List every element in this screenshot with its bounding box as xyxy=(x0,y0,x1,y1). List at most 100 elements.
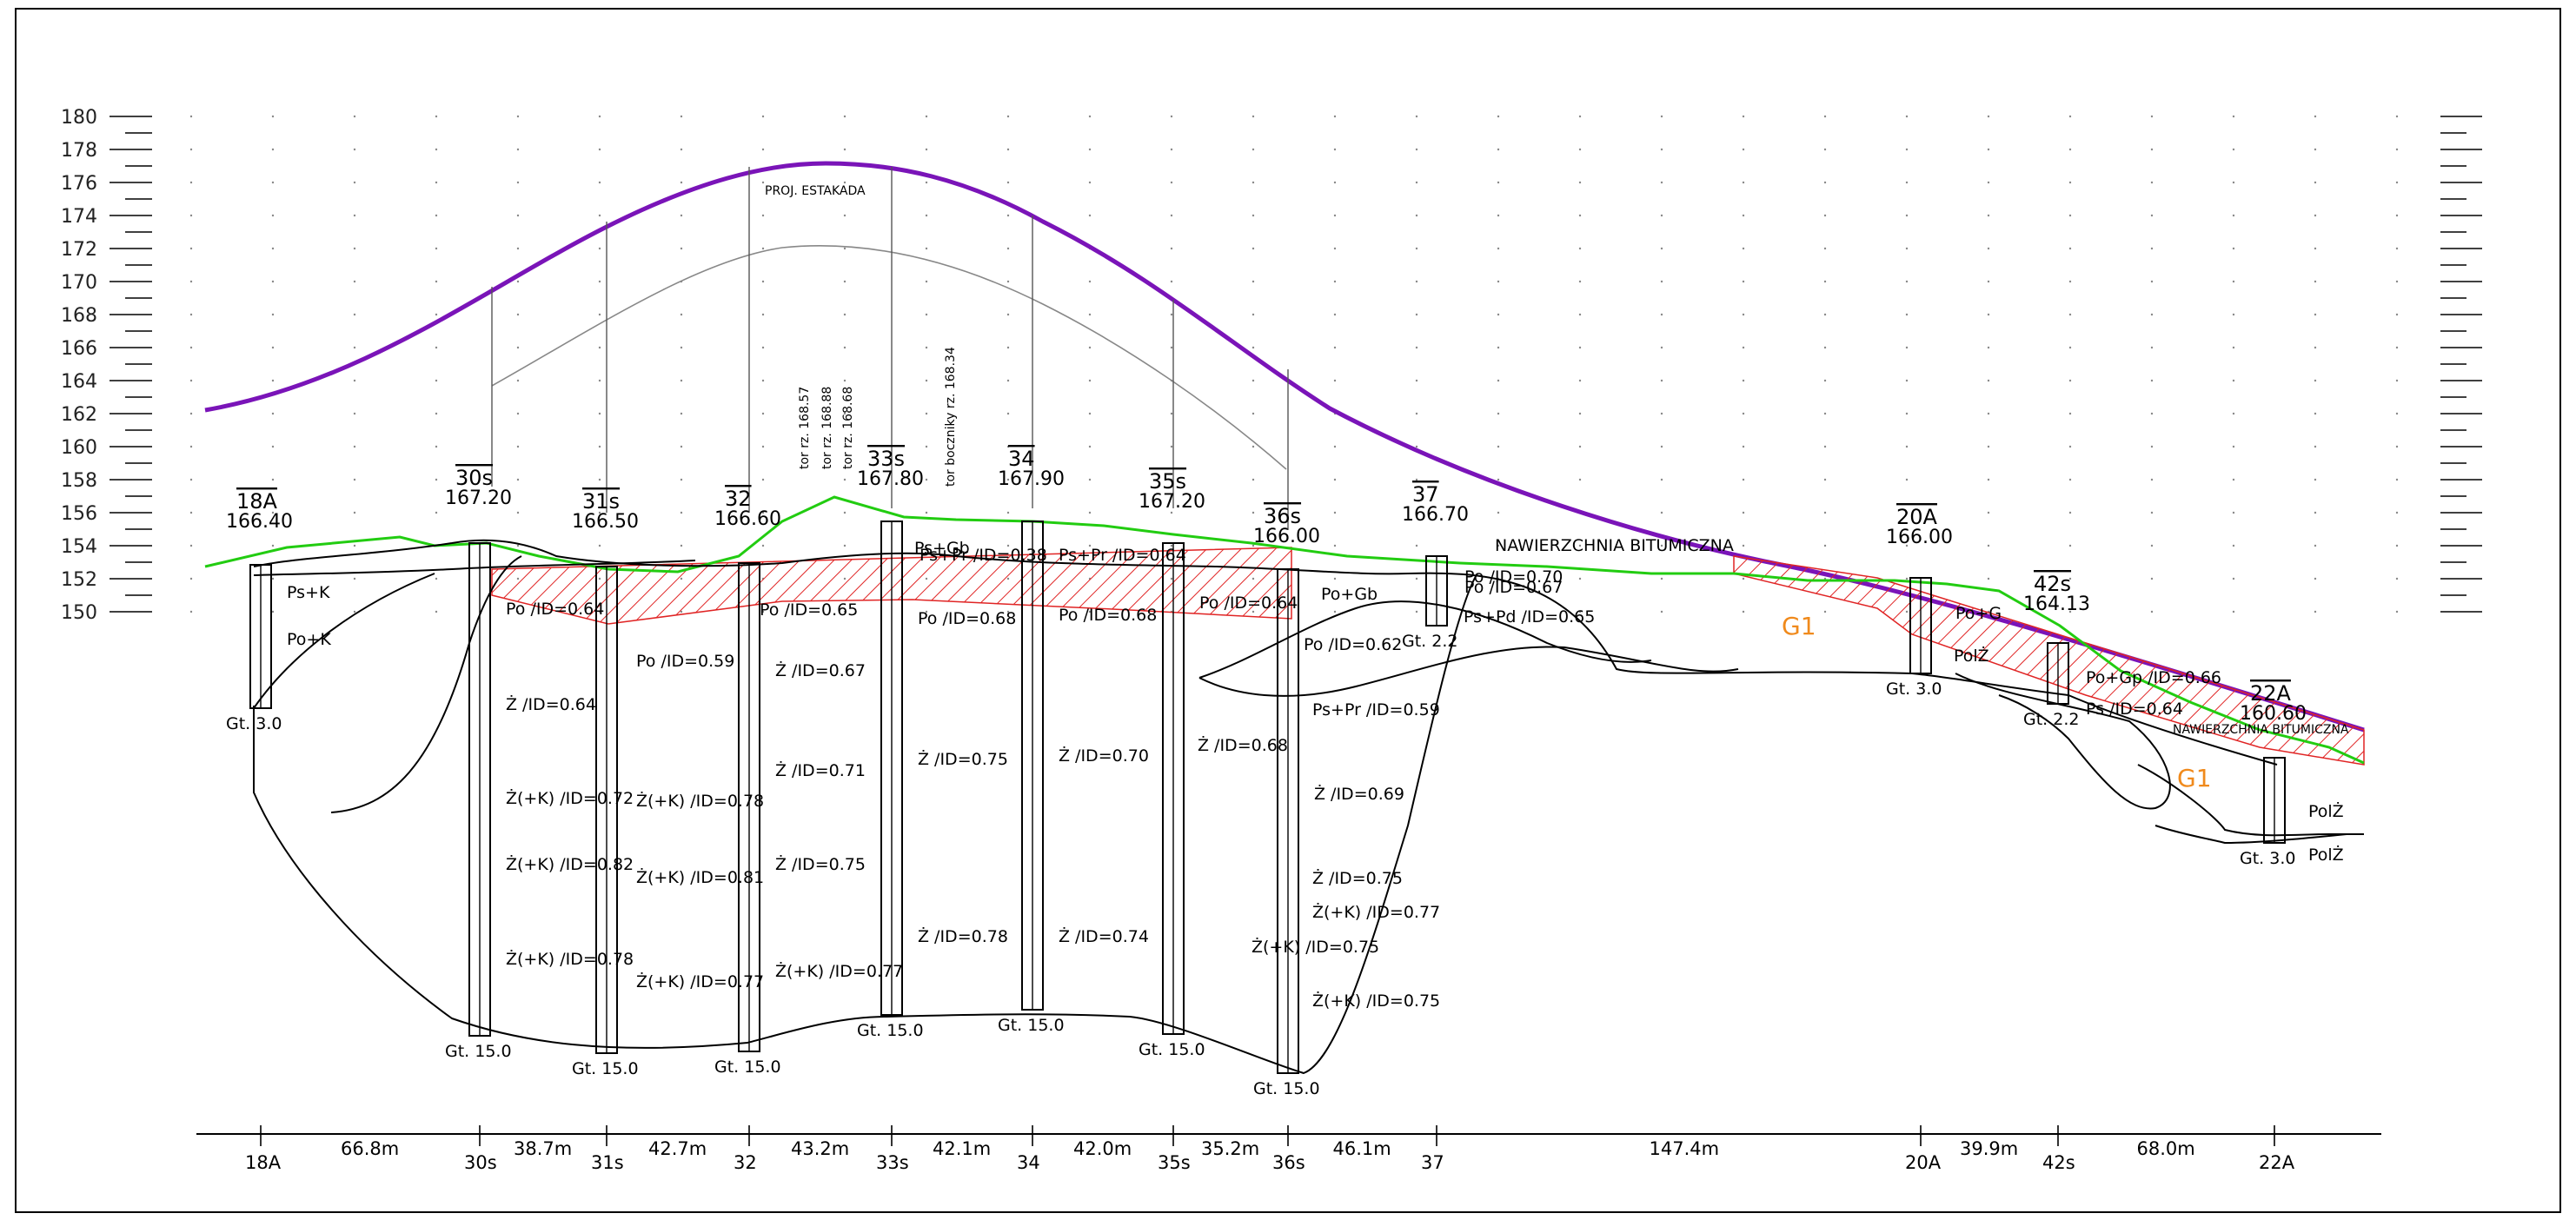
grid-dot xyxy=(271,214,275,217)
grid-dot xyxy=(2314,247,2317,250)
elevation-tick-label: 180 xyxy=(61,107,97,129)
grid-dot xyxy=(189,478,193,481)
grid-dot xyxy=(598,346,601,349)
soil-layer-label: Ps+Pr /ID=0.64 xyxy=(1059,546,1186,565)
grid-dot xyxy=(1415,115,1418,118)
elevation-tick-label: 164 xyxy=(61,371,97,393)
grid-dot xyxy=(435,610,438,613)
grid-dot xyxy=(516,148,520,151)
elevation-tick-label: 170 xyxy=(61,272,97,294)
grid-dot xyxy=(1333,148,1337,151)
grid-dot xyxy=(2150,115,2154,118)
grid-dot xyxy=(2068,214,2072,217)
grid-dot xyxy=(2150,577,2154,580)
grid-dot xyxy=(2314,181,2317,184)
grid-dot xyxy=(2232,346,2235,349)
grid-dot xyxy=(2314,379,2317,382)
grid-dot xyxy=(2150,181,2154,184)
distance-value: 42.7m xyxy=(648,1138,707,1159)
grid-dot xyxy=(1497,478,1500,481)
grid-dot xyxy=(1987,313,1990,316)
soil-layer-label: Ż(+K) /ID=0.78 xyxy=(636,791,764,811)
grid-dot xyxy=(435,214,438,217)
soil-layer-label: Po+K xyxy=(287,630,331,649)
soil-layer-label: Ż /ID=0.78 xyxy=(918,926,1008,946)
grid-dot xyxy=(925,214,928,217)
grid-dot xyxy=(1823,346,1827,349)
grid-dot xyxy=(1006,445,1010,448)
grid-dot xyxy=(1905,115,1909,118)
grid-dot xyxy=(1006,181,1010,184)
elevation-tick-label: 160 xyxy=(61,437,97,459)
grid-dot xyxy=(1987,148,1990,151)
grid-dot xyxy=(435,379,438,382)
borehole-elevation: 166.00 xyxy=(1253,526,1320,547)
soil-layer-label: Ż /ID=0.64 xyxy=(506,694,596,714)
grid-dot xyxy=(2232,148,2235,151)
soil-layer-label: Ż /ID=0.69 xyxy=(1314,784,1404,804)
borehole-depth: Gt. 2.2 xyxy=(2023,710,2079,729)
borehole-name: 34 xyxy=(1008,447,1035,471)
borehole-elevation: 164.13 xyxy=(2023,593,2090,615)
grid-dot xyxy=(1742,214,1745,217)
grid-dot xyxy=(1660,544,1663,547)
grid-dot xyxy=(761,214,765,217)
grid-dot xyxy=(1170,511,1173,514)
grid-dot xyxy=(925,181,928,184)
elevation-tick-label: 156 xyxy=(61,503,97,525)
soil-layer-label: Ż /ID=0.71 xyxy=(775,760,866,780)
borehole-depth: Gt. 15.0 xyxy=(714,1058,781,1077)
grid-dot xyxy=(1170,280,1173,283)
grid-dot xyxy=(1415,280,1418,283)
grid-dot xyxy=(1415,610,1418,613)
grid-dot xyxy=(680,181,683,184)
station-label: 37 xyxy=(1421,1152,1444,1173)
grid-dot xyxy=(1088,313,1092,316)
grid-dot xyxy=(1578,280,1582,283)
distance-value: 42.1m xyxy=(933,1138,991,1159)
grid-dot xyxy=(925,412,928,415)
geotech-zone-label-1: G1 xyxy=(1782,612,1816,640)
grid-dot xyxy=(1497,148,1500,151)
grid-dot xyxy=(1088,115,1092,118)
grid-dot xyxy=(843,115,846,118)
station-label: 36s xyxy=(1272,1152,1305,1173)
grid-dot xyxy=(2314,115,2317,118)
distance-value: 35.2m xyxy=(1201,1138,1259,1159)
elevation-tick-label: 154 xyxy=(61,536,97,558)
grid-dot xyxy=(1006,346,1010,349)
soil-layer-label: Ps+Pr /ID=0.59 xyxy=(1312,700,1440,719)
grid-dot xyxy=(680,445,683,448)
grid-dot xyxy=(1497,346,1500,349)
borehole-elevation: 160.60 xyxy=(2240,703,2307,725)
grid-dot xyxy=(2068,247,2072,250)
soil-layer-label: Ż /ID=0.70 xyxy=(1059,746,1149,766)
ground-surface-line xyxy=(204,495,2365,765)
borehole-name: 32 xyxy=(725,487,752,511)
soil-layer-label: Ż(+K) /ID=0.77 xyxy=(636,971,764,991)
grid-dot xyxy=(516,346,520,349)
grid-dot xyxy=(925,445,928,448)
grid-dot xyxy=(1905,478,1909,481)
grid-dot xyxy=(516,181,520,184)
grid-dot xyxy=(1251,544,1255,547)
grid-dot xyxy=(2150,445,2154,448)
grid-dot xyxy=(2232,280,2235,283)
grid-dot xyxy=(1006,610,1010,613)
soil-layer-label: Ps+Pd /ID=0.65 xyxy=(1464,607,1595,627)
soil-layer-label: Po /ID=0.68 xyxy=(918,609,1016,628)
grid-dot xyxy=(1660,313,1663,316)
grid-dot xyxy=(1333,478,1337,481)
soil-layer-label: Po /ID=0.65 xyxy=(760,600,858,620)
grid-dot xyxy=(353,577,356,580)
grid-dot xyxy=(1660,214,1663,217)
grid-dot xyxy=(1905,445,1909,448)
grid-dot xyxy=(2314,577,2317,580)
grid-dot xyxy=(925,247,928,250)
grid-dot xyxy=(761,412,765,415)
grid-dot xyxy=(1170,181,1173,184)
grid-dot xyxy=(353,181,356,184)
grid-dot xyxy=(1497,610,1500,613)
